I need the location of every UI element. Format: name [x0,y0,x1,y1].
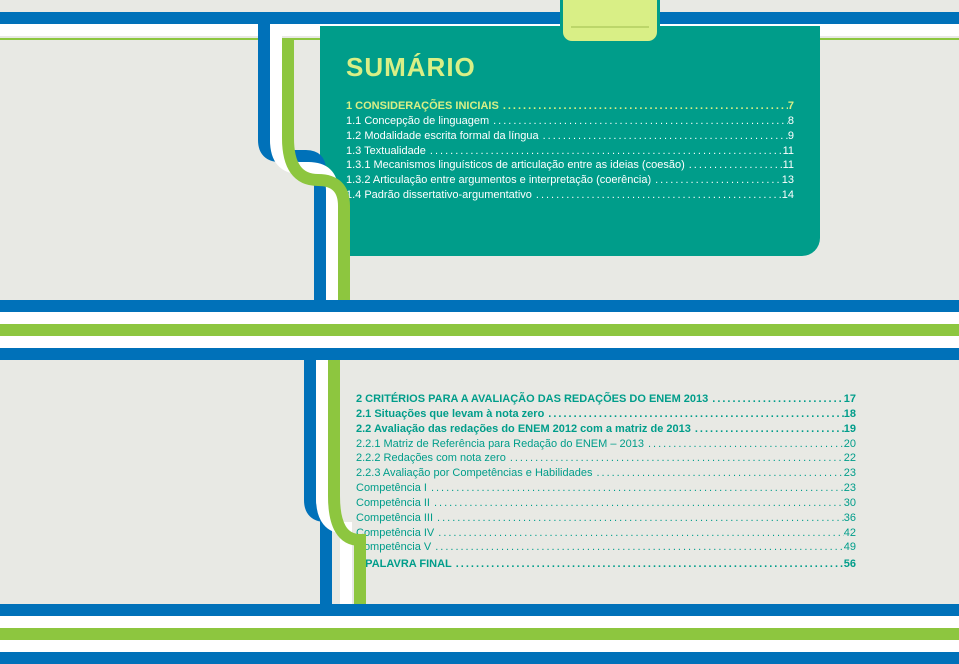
toc-section2-head: 2 CRITÉRIOS PARA A AVALIAÇÃO DAS REDAÇÕE… [356,392,856,407]
stripe-mid-1 [0,300,959,312]
toc-page: 7 [788,99,794,114]
toc-label: 2.1 Situações que levam à nota zero [356,407,544,422]
toc-label: 2 CRITÉRIOS PARA A AVALIAÇÃO DAS REDAÇÕE… [356,392,708,407]
stripe-mid-5 [0,348,959,360]
toc-label: 1.1 Concepção de linguagem [346,114,489,129]
toc-label: 1.3 Textualidade [346,144,426,159]
toc-item: Competência V...........................… [356,540,856,555]
stripe-bot-4 [0,640,959,652]
toc-label: Competência V [356,540,431,555]
toc-page: 23 [844,481,856,496]
toc-label: Competência I [356,481,427,496]
toc-dots: ........................................… [433,511,844,526]
summary-title: SUMÁRIO [346,50,794,85]
toc-item: 2.2.2 Redações com nota zero............… [356,451,856,466]
toc-label: 2.2.2 Redações com nota zero [356,451,506,466]
toc-page: 13 [782,173,794,188]
toc-label: Competência III [356,511,433,526]
toc-dots: ........................................… [427,481,844,496]
toc-section1-head: 1 CONSIDERAÇÕES INICIAIS ...............… [346,99,794,114]
stripe-bot-1 [0,604,959,616]
toc-dots: ........................................… [489,114,788,129]
toc-page: 22 [844,451,856,466]
summary-panel: SUMÁRIO 1 CONSIDERAÇÕES INICIAIS .......… [320,26,820,256]
toc-page: 49 [844,540,856,555]
toc-page: 20 [844,437,856,452]
stripe-mid-2 [0,312,959,324]
toc-dots: ........................................… [691,422,844,437]
toc-dots: ........................................… [434,526,843,541]
toc-dots: ........................................… [452,557,844,572]
toc-label: 3 PALAVRA FINAL [356,557,452,572]
toc-item: 1.3.2 Articulação entre argumentos e int… [346,173,794,188]
toc-label: 2.2 Avaliação das redações do ENEM 2012 … [356,422,691,437]
toc-dots: ........................................… [644,437,844,452]
toc-item: 1.1 Concepção de linguagem..............… [346,114,794,129]
toc-label: 1.3.2 Articulação entre argumentos e int… [346,173,651,188]
toc-page: 19 [844,422,856,437]
toc-page: 11 [783,158,794,173]
toc-page: 23 [844,466,856,481]
toc-label: 1 CONSIDERAÇÕES INICIAIS [346,99,499,114]
toc-item: 1.2 Modalidade escrita formal da língua.… [346,129,794,144]
toc-page: 17 [844,392,856,407]
toc-item: 2.1 Situações que levam à nota zero.....… [356,407,856,422]
toc-item: 1.4 Padrão dissertativo-argumentativo...… [346,188,794,203]
top-tab [560,0,660,44]
stripe-top-blue [0,12,959,24]
toc-item: 1.3.1 Mecanismos linguísticos de articul… [346,158,794,173]
toc-label: 2.2.3 Avaliação por Competências e Habil… [356,466,592,481]
toc-label: 1.4 Padrão dissertativo-argumentativo [346,188,532,203]
toc-dots: ........................................… [431,540,844,555]
toc-label: Competência IV [356,526,434,541]
toc-label: Competência II [356,496,430,511]
stripe-bot-5 [0,652,959,664]
toc-item: Competência IV..........................… [356,526,856,541]
toc-item: 2.2 Avaliação das redações do ENEM 2012 … [356,422,856,437]
toc-dots: ........................................… [708,392,843,407]
toc-dots: ........................................… [499,99,788,114]
toc-dots: ........................................… [685,158,783,173]
toc-page: 9 [788,129,794,144]
toc-label: 1.2 Modalidade escrita formal da língua [346,129,539,144]
toc-item: 1.3 Textualidade........................… [346,144,794,159]
toc-dots: ........................................… [532,188,782,203]
toc-item: Competência III.........................… [356,511,856,526]
toc-dots: ........................................… [506,451,844,466]
stripe-mid-4 [0,336,959,348]
toc-item: 2.2.1 Matriz de Referência para Redação … [356,437,856,452]
toc-dots: ........................................… [539,129,788,144]
toc-section3-head: 3 PALAVRA FINAL ........................… [356,557,856,572]
toc-dots: ........................................… [544,407,843,422]
toc-page: 36 [844,511,856,526]
toc-dots: ........................................… [426,144,783,159]
toc-item: Competência I...........................… [356,481,856,496]
toc-page: 8 [788,114,794,129]
toc-page: 18 [844,407,856,422]
toc-item: Competência II..........................… [356,496,856,511]
toc-item: 2.2.3 Avaliação por Competências e Habil… [356,466,856,481]
stripe-mid-3 [0,324,959,336]
toc-label: 1.3.1 Mecanismos linguísticos de articul… [346,158,685,173]
stripe-bot-3 [0,628,959,640]
toc-page: 56 [844,557,856,572]
stripe-bot-2 [0,616,959,628]
toc-page: 11 [783,144,794,159]
toc-dots: ........................................… [651,173,782,188]
toc-lower: 2 CRITÉRIOS PARA A AVALIAÇÃO DAS REDAÇÕE… [356,392,856,572]
toc-label: 2.2.1 Matriz de Referência para Redação … [356,437,644,452]
toc-page: 42 [844,526,856,541]
toc-dots: ........................................… [430,496,844,511]
toc-dots: ........................................… [592,466,843,481]
toc-page: 30 [844,496,856,511]
toc-page: 14 [782,188,794,203]
